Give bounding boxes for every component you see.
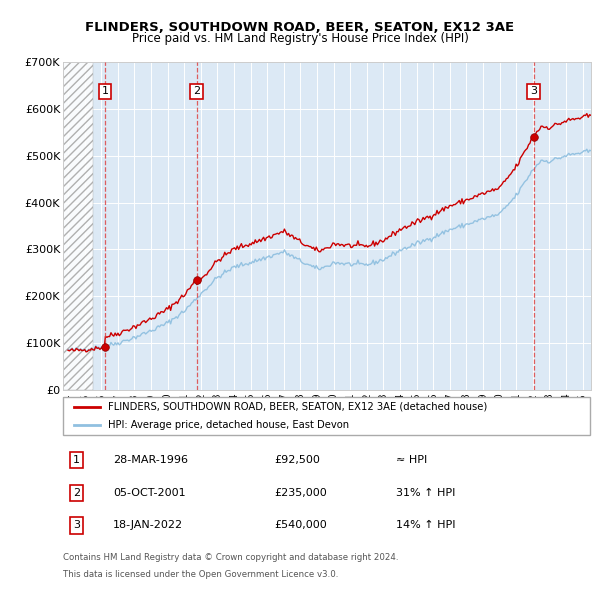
Text: HPI: Average price, detached house, East Devon: HPI: Average price, detached house, East… (108, 420, 349, 430)
Text: 31% ↑ HPI: 31% ↑ HPI (395, 488, 455, 498)
Text: 1: 1 (73, 455, 80, 466)
Text: 2: 2 (73, 488, 80, 498)
Text: 05-OCT-2001: 05-OCT-2001 (113, 488, 186, 498)
Text: FLINDERS, SOUTHDOWN ROAD, BEER, SEATON, EX12 3AE (detached house): FLINDERS, SOUTHDOWN ROAD, BEER, SEATON, … (108, 402, 487, 412)
Text: ≈ HPI: ≈ HPI (395, 455, 427, 466)
Text: 2: 2 (193, 87, 200, 97)
Text: Price paid vs. HM Land Registry's House Price Index (HPI): Price paid vs. HM Land Registry's House … (131, 32, 469, 45)
Text: 3: 3 (530, 87, 537, 97)
Text: 28-MAR-1996: 28-MAR-1996 (113, 455, 188, 466)
Text: 14% ↑ HPI: 14% ↑ HPI (395, 520, 455, 530)
Text: FLINDERS, SOUTHDOWN ROAD, BEER, SEATON, EX12 3AE: FLINDERS, SOUTHDOWN ROAD, BEER, SEATON, … (85, 21, 515, 34)
Text: 18-JAN-2022: 18-JAN-2022 (113, 520, 183, 530)
FancyBboxPatch shape (63, 397, 590, 435)
Text: £92,500: £92,500 (274, 455, 320, 466)
Text: £540,000: £540,000 (274, 520, 327, 530)
Text: Contains HM Land Registry data © Crown copyright and database right 2024.: Contains HM Land Registry data © Crown c… (63, 553, 398, 562)
Text: 3: 3 (73, 520, 80, 530)
Text: £235,000: £235,000 (274, 488, 327, 498)
Text: 1: 1 (101, 87, 109, 97)
Text: This data is licensed under the Open Government Licence v3.0.: This data is licensed under the Open Gov… (63, 570, 338, 579)
